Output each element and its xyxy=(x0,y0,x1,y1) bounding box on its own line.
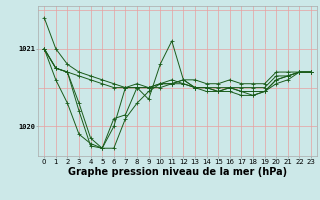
X-axis label: Graphe pression niveau de la mer (hPa): Graphe pression niveau de la mer (hPa) xyxy=(68,167,287,177)
